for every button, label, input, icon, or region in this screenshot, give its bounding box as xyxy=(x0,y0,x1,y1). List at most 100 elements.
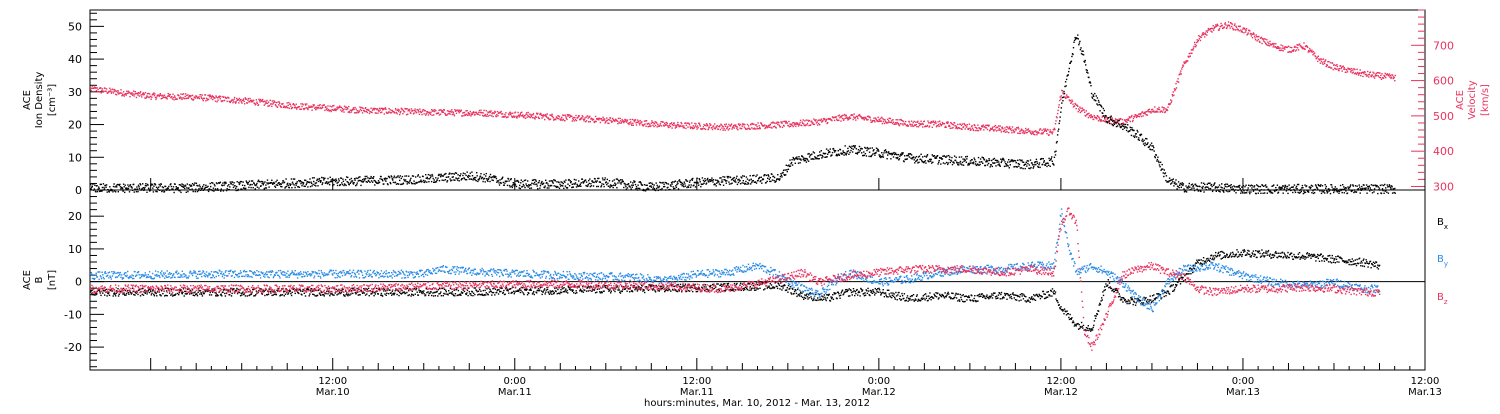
data-point xyxy=(1381,193,1382,194)
data-point xyxy=(136,97,137,98)
data-point xyxy=(905,121,906,122)
data-point xyxy=(961,156,962,157)
data-point xyxy=(1152,149,1153,150)
data-point xyxy=(909,121,910,122)
data-point xyxy=(1247,34,1248,35)
data-point xyxy=(1336,188,1337,189)
top-y2label-line-3: [km/s] xyxy=(1480,84,1491,116)
data-point xyxy=(126,94,127,95)
data-point xyxy=(312,177,313,178)
data-point xyxy=(1257,188,1258,189)
data-point xyxy=(536,181,537,182)
data-point xyxy=(235,188,236,189)
data-point xyxy=(257,181,258,182)
data-point xyxy=(953,124,954,125)
data-point xyxy=(250,187,251,188)
data-point xyxy=(677,181,678,182)
data-point xyxy=(502,177,503,178)
data-point xyxy=(208,191,209,192)
data-point xyxy=(1048,165,1049,166)
data-point xyxy=(866,155,867,156)
data-point xyxy=(826,156,827,157)
data-point xyxy=(186,187,187,188)
data-point xyxy=(920,121,921,122)
data-point xyxy=(850,150,851,151)
data-point xyxy=(1311,50,1312,51)
data-point xyxy=(693,125,694,126)
data-point xyxy=(200,94,201,95)
data-point xyxy=(650,182,651,183)
data-point xyxy=(917,121,918,122)
data-point xyxy=(1130,127,1131,128)
data-point xyxy=(1121,123,1122,124)
data-point xyxy=(699,123,700,124)
data-point xyxy=(787,171,788,172)
data-point xyxy=(248,187,249,188)
data-point xyxy=(511,116,512,117)
data-point xyxy=(556,181,557,182)
data-point xyxy=(617,179,618,180)
data-point xyxy=(1079,41,1080,42)
data-point xyxy=(708,181,709,182)
data-point xyxy=(975,130,976,131)
data-point xyxy=(1036,134,1037,135)
data-point xyxy=(768,174,769,175)
data-point xyxy=(1109,123,1110,124)
data-point xyxy=(561,117,562,118)
data-point xyxy=(1235,29,1236,30)
data-point xyxy=(635,119,636,120)
data-point xyxy=(1317,187,1318,188)
data-point xyxy=(116,186,117,187)
data-point xyxy=(476,172,477,173)
data-point xyxy=(269,105,270,106)
data-point xyxy=(402,113,403,114)
data-point xyxy=(105,91,106,92)
data-point xyxy=(600,182,601,183)
data-point xyxy=(1325,188,1326,189)
data-point xyxy=(962,158,963,159)
data-point xyxy=(472,175,473,176)
data-point xyxy=(553,117,554,118)
data-point xyxy=(193,191,194,192)
data-point xyxy=(857,118,858,119)
data-point xyxy=(1218,30,1219,31)
data-point xyxy=(109,186,110,187)
data-point xyxy=(562,185,563,186)
data-point xyxy=(736,178,737,179)
data-point xyxy=(210,94,211,95)
data-point xyxy=(567,187,568,188)
data-point xyxy=(382,180,383,181)
data-point xyxy=(113,186,114,187)
data-point xyxy=(1076,108,1077,109)
data-point xyxy=(200,96,201,97)
data-point xyxy=(337,185,338,186)
data-point xyxy=(302,104,303,105)
data-point xyxy=(1119,124,1120,125)
data-point xyxy=(957,124,958,125)
data-point xyxy=(927,125,928,126)
data-point xyxy=(326,108,327,109)
data-point xyxy=(301,185,302,186)
data-point xyxy=(788,121,789,122)
data-point xyxy=(769,127,770,128)
data-point xyxy=(716,126,717,127)
data-point xyxy=(222,100,223,101)
data-point xyxy=(299,106,300,107)
data-point xyxy=(1028,128,1029,129)
data-point xyxy=(726,183,727,184)
data-point xyxy=(477,181,478,182)
data-point xyxy=(421,181,422,182)
data-point xyxy=(1162,111,1163,112)
data-point xyxy=(469,114,470,115)
data-point xyxy=(855,119,856,120)
data-point xyxy=(432,175,433,176)
data-point xyxy=(974,159,975,160)
data-point xyxy=(293,184,294,185)
data-point xyxy=(974,125,975,126)
data-point xyxy=(983,125,984,126)
data-point xyxy=(993,130,994,131)
data-point xyxy=(1296,49,1297,50)
data-point xyxy=(1298,184,1299,185)
data-point xyxy=(617,182,618,183)
